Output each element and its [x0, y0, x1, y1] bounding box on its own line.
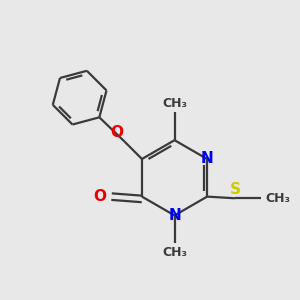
Text: N: N	[168, 208, 181, 223]
Text: CH₃: CH₃	[162, 246, 187, 259]
Text: N: N	[201, 152, 214, 166]
Text: CH₃: CH₃	[265, 192, 290, 205]
Text: S: S	[230, 182, 240, 196]
Text: CH₃: CH₃	[162, 97, 187, 110]
Text: O: O	[94, 189, 106, 204]
Text: O: O	[110, 125, 123, 140]
